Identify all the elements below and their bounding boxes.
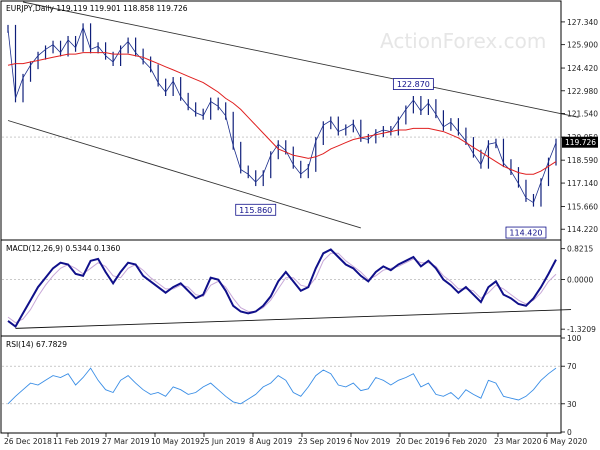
price-y-tick-label-7: 117.140	[567, 179, 598, 188]
macd-y-tick-label-0: 0.8215	[567, 245, 593, 254]
price-y-tick-label-4: 121.540	[567, 110, 598, 119]
rsi-title: RSI(14) 67.7829	[6, 340, 67, 349]
annotation-label-3: 114.420	[509, 229, 542, 238]
macd-trendline	[15, 309, 572, 329]
annotation-label-2: 115.860	[239, 206, 272, 215]
annotation-label-1: 122.870	[397, 80, 430, 89]
x-tick-label-1: 11 Feb 2019	[53, 437, 100, 446]
moving-average-line	[7, 52, 557, 175]
x-tick-label-4: 25 Jun 2019	[200, 437, 245, 446]
channel-line-1	[22, 1, 579, 118]
price-y-tick-label-0: 127.340	[567, 18, 598, 27]
annotation-box-1	[392, 78, 434, 90]
macd-panel-frame	[0, 239, 562, 337]
macd-y-tick-label-2: -1.3209	[567, 325, 596, 334]
x-tick-label-10: 23 Mar 2020	[494, 437, 542, 446]
x-tick-label-2: 27 Mar 2019	[102, 437, 150, 446]
x-tick-label-8: 20 Dec 2019	[396, 437, 444, 446]
rsi-plot	[2, 365, 560, 405]
x-tick-label-5: 8 Aug 2019	[249, 437, 292, 446]
x-tick-label-11: 6 May 2020	[543, 437, 587, 446]
price-series	[7, 26, 557, 204]
rsi-y-tick-label-0: 100	[567, 334, 582, 343]
annotation-box-2	[235, 203, 277, 216]
price-plot: 122.870 115.860 114.420	[2, 1, 579, 239]
x-tick-label-9: 6 Feb 2020	[445, 437, 487, 446]
x-tick-label-0: 26 Dec 2018	[4, 437, 52, 446]
current-price-label: 119.726	[565, 138, 596, 147]
annotation-box-3	[505, 226, 547, 239]
current-price-marker	[562, 136, 598, 148]
price-y-tick-label-8: 115.660	[567, 202, 598, 211]
rsi-y-tick-label-1: 70	[567, 362, 577, 371]
price-y-tick-label-1: 125.900	[567, 41, 598, 50]
x-tick-label-6: 23 Sep 2019	[298, 437, 346, 446]
macd-y-tick-label-1: 0.0000	[567, 276, 593, 285]
price-y-tick-label-3: 122.980	[567, 87, 598, 96]
macd-title: MACD(12,26,9) 0.5344 0.1360	[6, 244, 120, 253]
axes: 127.340125.900124.420122.980121.540120.0…	[4, 18, 598, 446]
price-y-tick-label-9: 114.220	[567, 225, 598, 234]
watermark: ActionForex.com	[380, 29, 546, 53]
price-y-tick-label-6: 118.590	[567, 156, 598, 165]
rsi-panel-frame	[0, 335, 562, 434]
price-y-tick-label-2: 124.420	[567, 64, 598, 73]
rsi-y-tick-label-3: 0	[567, 428, 572, 437]
rsi-line	[7, 367, 557, 405]
channel-line-2	[7, 120, 361, 229]
x-tick-label-7: 6 Nov 2019	[347, 437, 390, 446]
macd-plot	[2, 248, 572, 329]
macd-line	[7, 248, 557, 328]
rsi-y-tick-label-2: 30	[567, 400, 577, 409]
x-tick-label-3: 10 May 2019	[151, 437, 200, 446]
price-title: EURJPY,Daily 119.119 119.901 118.858 119…	[6, 4, 188, 13]
